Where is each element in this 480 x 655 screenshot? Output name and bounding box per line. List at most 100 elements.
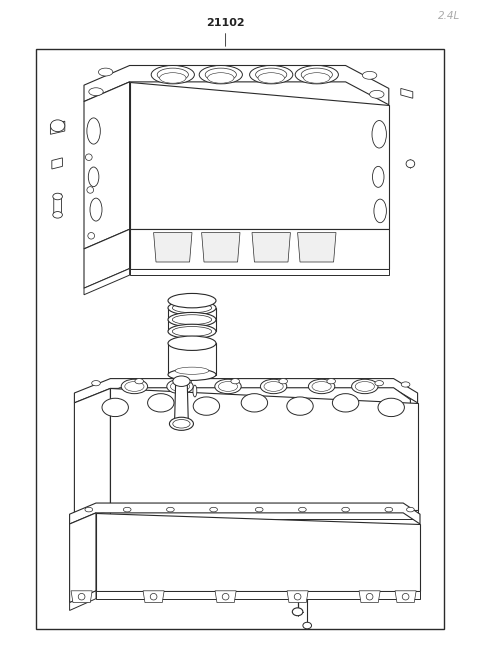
Ellipse shape	[121, 379, 148, 394]
Ellipse shape	[304, 73, 330, 83]
Ellipse shape	[53, 212, 62, 218]
Polygon shape	[50, 121, 65, 134]
Ellipse shape	[123, 507, 131, 512]
Polygon shape	[359, 591, 380, 603]
Polygon shape	[54, 194, 61, 215]
Ellipse shape	[88, 167, 99, 187]
Polygon shape	[110, 388, 418, 510]
Polygon shape	[70, 513, 96, 603]
Ellipse shape	[172, 303, 212, 313]
Ellipse shape	[218, 381, 238, 392]
Ellipse shape	[92, 381, 100, 386]
Polygon shape	[202, 233, 240, 262]
Ellipse shape	[327, 379, 336, 384]
Polygon shape	[143, 591, 164, 603]
Ellipse shape	[378, 398, 404, 417]
Ellipse shape	[342, 507, 349, 512]
Polygon shape	[96, 388, 410, 422]
Ellipse shape	[168, 369, 216, 381]
Ellipse shape	[375, 381, 384, 386]
Ellipse shape	[168, 336, 216, 350]
Polygon shape	[130, 269, 389, 275]
Ellipse shape	[312, 381, 331, 392]
Ellipse shape	[167, 379, 193, 394]
Polygon shape	[298, 233, 336, 262]
Ellipse shape	[406, 160, 415, 168]
Ellipse shape	[172, 326, 212, 337]
Polygon shape	[74, 388, 110, 524]
Polygon shape	[401, 88, 413, 98]
Ellipse shape	[401, 382, 410, 387]
Ellipse shape	[87, 187, 94, 193]
Ellipse shape	[279, 379, 288, 384]
Ellipse shape	[88, 233, 95, 239]
Ellipse shape	[402, 593, 409, 600]
Ellipse shape	[150, 593, 157, 600]
Polygon shape	[130, 82, 389, 229]
Ellipse shape	[241, 394, 268, 412]
Ellipse shape	[231, 379, 240, 384]
Ellipse shape	[287, 397, 313, 415]
Ellipse shape	[210, 507, 217, 512]
Ellipse shape	[98, 68, 113, 76]
Ellipse shape	[183, 379, 192, 384]
Ellipse shape	[148, 394, 174, 412]
Ellipse shape	[294, 593, 301, 600]
Ellipse shape	[250, 66, 293, 84]
Ellipse shape	[362, 71, 377, 79]
Ellipse shape	[264, 381, 283, 392]
Ellipse shape	[85, 507, 93, 512]
Ellipse shape	[173, 419, 190, 428]
Ellipse shape	[170, 381, 190, 392]
Ellipse shape	[205, 68, 236, 81]
Ellipse shape	[173, 376, 190, 386]
Ellipse shape	[301, 68, 333, 81]
Ellipse shape	[85, 154, 92, 160]
Ellipse shape	[175, 367, 209, 374]
Polygon shape	[168, 343, 216, 375]
Polygon shape	[70, 503, 420, 524]
Polygon shape	[70, 591, 96, 610]
Polygon shape	[287, 591, 308, 603]
Polygon shape	[395, 591, 416, 603]
Ellipse shape	[168, 324, 216, 339]
Ellipse shape	[355, 381, 374, 392]
Polygon shape	[110, 510, 418, 519]
Ellipse shape	[309, 379, 335, 394]
Ellipse shape	[370, 90, 384, 98]
Text: 21102: 21102	[206, 18, 245, 28]
Ellipse shape	[87, 118, 100, 144]
Ellipse shape	[193, 385, 197, 397]
Ellipse shape	[351, 379, 378, 394]
Ellipse shape	[125, 381, 144, 392]
Ellipse shape	[374, 199, 386, 223]
Ellipse shape	[385, 507, 393, 512]
Polygon shape	[84, 66, 389, 105]
Ellipse shape	[222, 593, 229, 600]
Ellipse shape	[193, 397, 219, 415]
Polygon shape	[84, 82, 130, 249]
Ellipse shape	[332, 394, 359, 412]
Ellipse shape	[199, 66, 242, 84]
Ellipse shape	[292, 608, 303, 616]
Polygon shape	[252, 233, 290, 262]
Ellipse shape	[135, 379, 144, 384]
Ellipse shape	[208, 73, 234, 83]
Polygon shape	[71, 591, 92, 603]
Polygon shape	[52, 158, 62, 169]
Polygon shape	[84, 229, 130, 288]
Polygon shape	[74, 510, 110, 534]
Ellipse shape	[407, 507, 414, 512]
Ellipse shape	[372, 166, 384, 187]
Polygon shape	[175, 381, 188, 424]
Bar	[36, 49, 444, 629]
Ellipse shape	[260, 379, 287, 394]
Polygon shape	[130, 229, 389, 269]
Ellipse shape	[151, 66, 194, 84]
Ellipse shape	[50, 120, 65, 132]
Ellipse shape	[169, 417, 193, 430]
Polygon shape	[96, 513, 420, 591]
Ellipse shape	[53, 193, 62, 200]
Ellipse shape	[102, 398, 128, 417]
Ellipse shape	[255, 68, 287, 81]
